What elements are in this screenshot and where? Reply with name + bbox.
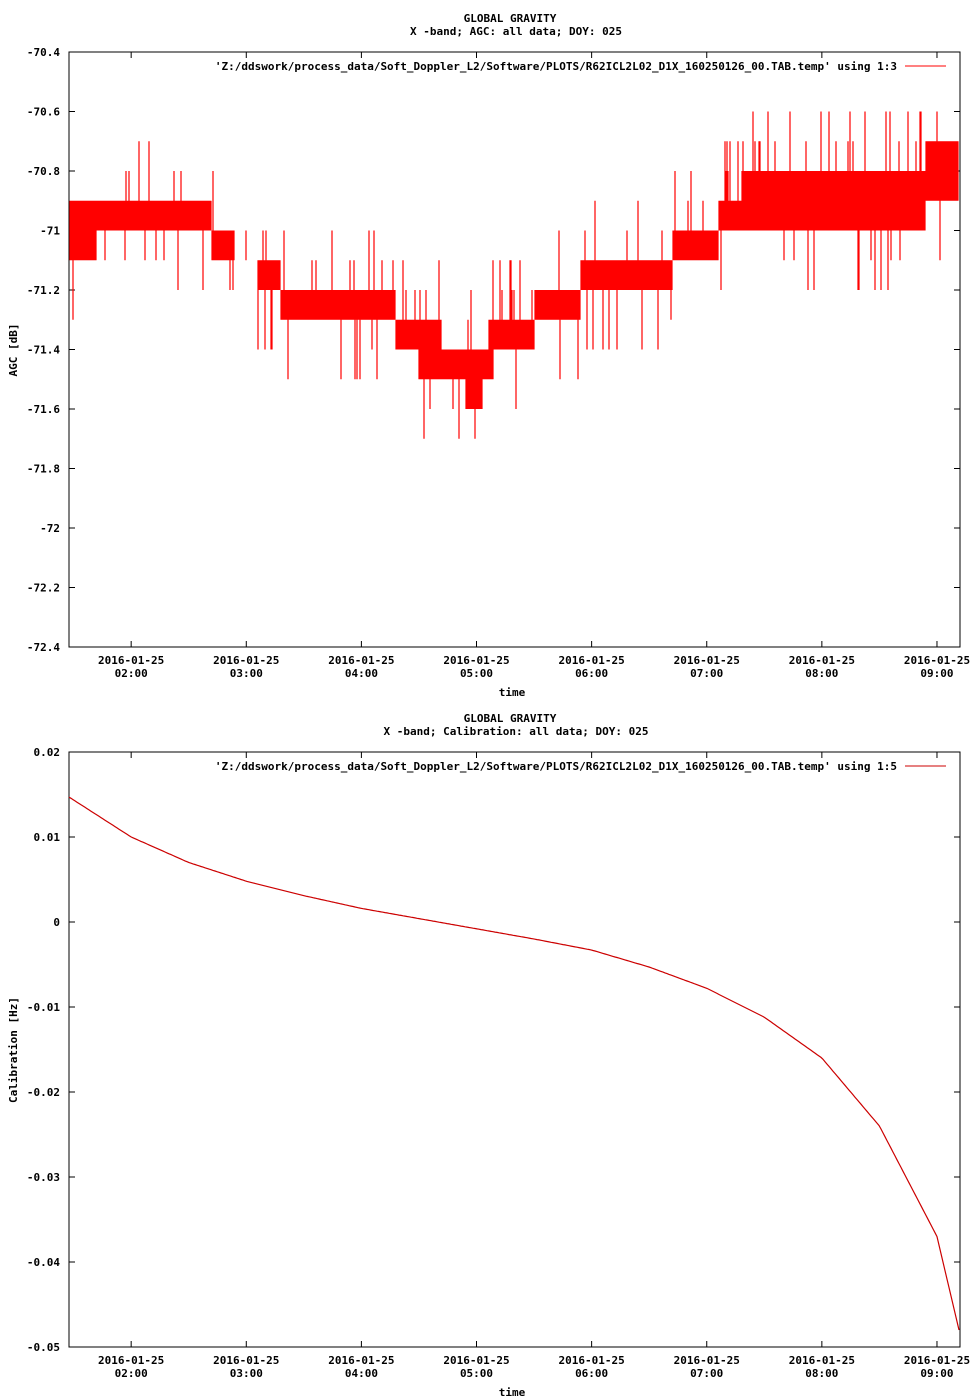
y-tick-label: -71.4: [27, 344, 60, 357]
y-tick-label: -71: [40, 225, 60, 238]
y-tick-label: -0.04: [27, 1256, 60, 1269]
x-tick-label: 2016-01-25: [328, 654, 394, 667]
calibration-chart: GLOBAL GRAVITY X -band; Calibration: all…: [7, 712, 970, 1399]
y-tick-label: -0.02: [27, 1086, 60, 1099]
x-tick-label: 2016-01-25: [559, 654, 625, 667]
y-tick-label: -72.2: [27, 582, 60, 595]
x-tick-label: 2016-01-25: [443, 1354, 509, 1367]
x-tick-label: 2016-01-25: [789, 654, 855, 667]
chart-title: GLOBAL GRAVITY: [464, 712, 557, 725]
x-tick-label: 09:00: [920, 667, 953, 680]
chart-title: GLOBAL GRAVITY: [464, 12, 557, 25]
plot-frame: [68, 51, 961, 648]
x-tick-label: 2016-01-25: [674, 654, 740, 667]
x-tick-label: 08:00: [805, 667, 838, 680]
x-tick-label: 08:00: [805, 1367, 838, 1380]
x-tick-label: 2016-01-25: [98, 1354, 164, 1367]
x-tick-label: 2016-01-25: [789, 1354, 855, 1367]
y-tick-label: -70.6: [27, 106, 60, 119]
x-axis-label: time: [499, 1386, 526, 1399]
y-tick-label: 0: [53, 916, 60, 929]
x-tick-label: 2016-01-25: [904, 654, 970, 667]
x-tick-label: 04:00: [345, 1367, 378, 1380]
x-axis-label: time: [499, 686, 526, 699]
y-tick-label: -0.01: [27, 1001, 60, 1014]
x-tick-label: 02:00: [115, 667, 148, 680]
x-tick-label: 2016-01-25: [674, 1354, 740, 1367]
x-tick-label: 06:00: [575, 667, 608, 680]
x-tick-label: 2016-01-25: [328, 1354, 394, 1367]
y-axis-label: AGC [dB]: [7, 324, 20, 377]
chart-subtitle: X -band; Calibration: all data; DOY: 025: [384, 725, 649, 738]
x-tick-label: 2016-01-25: [443, 654, 509, 667]
x-tick-label: 03:00: [230, 667, 263, 680]
x-tick-label: 2016-01-25: [98, 654, 164, 667]
y-tick-label: 0.02: [34, 746, 61, 759]
y-tick-label: -71.6: [27, 403, 60, 416]
y-tick-label: -71.8: [27, 463, 60, 476]
plot-frame: [68, 751, 961, 1348]
x-tick-label: 2016-01-25: [213, 1354, 279, 1367]
y-tick-label: -71.2: [27, 284, 60, 297]
x-tick-label: 2016-01-25: [559, 1354, 625, 1367]
x-tick-label: 2016-01-25: [213, 654, 279, 667]
x-tick-label: 09:00: [920, 1367, 953, 1380]
x-tick-label: 07:00: [690, 667, 723, 680]
agc-chart: GLOBAL GRAVITY X -band; AGC: all data; D…: [7, 12, 970, 699]
y-tick-label: 0.01: [34, 831, 61, 844]
x-tick-label: 06:00: [575, 1367, 608, 1380]
y-tick-label: -0.05: [27, 1341, 60, 1354]
y-tick-label: -70.4: [27, 46, 60, 59]
y-tick-label: -72: [40, 522, 60, 535]
x-tick-label: 05:00: [460, 1367, 493, 1380]
x-tick-label: 03:00: [230, 1367, 263, 1380]
chart-subtitle: X -band; AGC: all data; DOY: 025: [410, 25, 622, 38]
y-tick-label: -72.4: [27, 641, 60, 654]
calibration-series-line: [68, 796, 960, 1331]
y-tick-label: -0.03: [27, 1171, 60, 1184]
legend-label: 'Z:/ddswork/process_data/Soft_Doppler_L2…: [215, 60, 897, 73]
agc-series: [69, 111, 959, 439]
legend-label: 'Z:/ddswork/process_data/Soft_Doppler_L2…: [215, 760, 897, 773]
y-tick-label: -70.8: [27, 165, 60, 178]
x-tick-label: 07:00: [690, 1367, 723, 1380]
y-axis-label: Calibration [Hz]: [7, 997, 20, 1103]
x-tick-label: 04:00: [345, 667, 378, 680]
x-tick-label: 02:00: [115, 1367, 148, 1380]
x-tick-label: 05:00: [460, 667, 493, 680]
x-tick-label: 2016-01-25: [904, 1354, 970, 1367]
